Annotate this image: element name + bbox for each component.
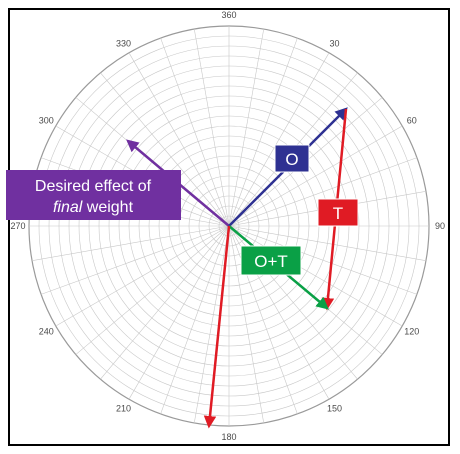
angle-label-300: 300 (39, 116, 54, 126)
angle-label-360: 360 (221, 10, 236, 20)
angle-label-210: 210 (116, 404, 131, 414)
angle-labels: 360 30 60 90 120 150 180 210 240 270 300 330 (10, 10, 445, 442)
angle-label-330: 330 (116, 38, 131, 48)
grid-spoke (128, 52, 230, 227)
grid-spoke (228, 157, 418, 227)
angle-label-60: 60 (407, 116, 417, 126)
ot-label-box: O+T (240, 245, 302, 276)
grid-spoke (228, 225, 265, 424)
ot-label: O+T (254, 252, 288, 271)
grid-spoke (40, 225, 230, 295)
grid-spoke (75, 225, 230, 355)
angle-label-90: 90 (435, 221, 445, 231)
grid-spoke (228, 28, 265, 227)
grid-spoke (100, 72, 230, 227)
grid-spoke (228, 225, 298, 415)
grid-spoke (160, 37, 230, 227)
angle-label-240: 240 (39, 327, 54, 337)
angle-label-120: 120 (404, 327, 419, 337)
grid-spoke (228, 125, 403, 227)
o-label: O (285, 150, 298, 169)
long-red-vector-arrow (203, 225, 231, 429)
angle-label-180: 180 (221, 432, 236, 442)
t-label-box: T (317, 198, 359, 227)
o-label-box: O (274, 144, 310, 173)
grid-spoke (193, 28, 230, 227)
grid-spoke (160, 225, 230, 415)
grid-spoke (128, 225, 230, 400)
desired-effect-line1: Desired effect of (35, 178, 152, 195)
desired-effect-line2: final weight (53, 199, 134, 216)
grid-spoke (228, 52, 330, 227)
desired-effect-weight-word: weight (82, 199, 133, 216)
grid-spoke (228, 225, 418, 295)
grid-spoke (31, 225, 230, 262)
grid-spoke (228, 37, 298, 227)
grid-spoke (55, 225, 230, 327)
angle-label-270: 270 (10, 221, 25, 231)
grid-spoke (193, 225, 230, 424)
grid-spoke (228, 225, 403, 327)
desired-effect-box: Desired effect of final weight (6, 170, 181, 220)
polar-grid (28, 25, 430, 427)
t-label: T (333, 204, 343, 223)
grid-spoke (100, 225, 230, 380)
angle-label-150: 150 (327, 404, 342, 414)
desired-effect-final-word: final (53, 199, 83, 216)
grid-spoke (228, 225, 427, 262)
angle-label-30: 30 (329, 38, 339, 48)
